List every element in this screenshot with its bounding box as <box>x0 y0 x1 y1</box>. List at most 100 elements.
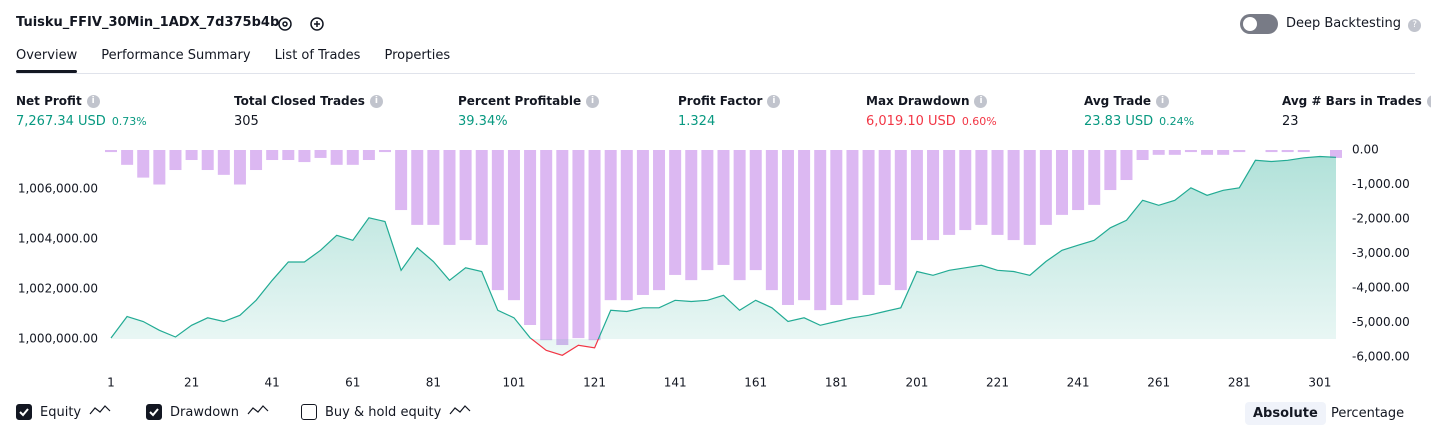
metric-value-row: 23.83 USD 0.24% <box>1084 114 1194 129</box>
legend-glyph <box>247 405 269 415</box>
equity-line <box>110 155 1337 339</box>
drawdown-bar <box>443 150 456 245</box>
drawdown-bar <box>540 150 553 341</box>
metric-label: Avg Trade <box>1084 94 1152 108</box>
drawdown-bar <box>362 150 375 161</box>
drawdown-bar <box>1088 150 1101 205</box>
legend-label: Equity <box>40 404 82 420</box>
metric: Avg # Bars in Trades i 23 <box>1282 94 1431 129</box>
drawdown-bar <box>411 150 424 225</box>
metric-label: Percent Profitable <box>458 94 582 108</box>
drawdown-bar <box>459 150 472 241</box>
check <box>149 408 159 417</box>
drawdown-bar <box>395 150 408 211</box>
metric-value: 1.324 <box>678 114 716 129</box>
metric-value-row: 1.324 <box>678 114 780 129</box>
drawdown-bar <box>910 150 923 241</box>
checkbox[interactable] <box>16 404 32 420</box>
checkbox[interactable] <box>146 404 162 420</box>
drawdown-bar <box>846 150 859 301</box>
metric-pct: 0.73% <box>111 115 147 128</box>
drawdown-bar <box>1072 150 1085 211</box>
x-tick-label: 141 <box>664 376 687 390</box>
x-tick-label: 161 <box>744 376 767 390</box>
drawdown-bar <box>1120 150 1133 181</box>
legend-glyph <box>449 405 471 415</box>
metric-label-row: Profit Factor i <box>678 94 781 108</box>
mode-button[interactable]: Absolute <box>1245 402 1326 425</box>
metric-label: Net Profit <box>16 94 82 108</box>
drawdown-bar <box>701 150 714 271</box>
drawdown-bar <box>153 150 166 185</box>
tab[interactable]: Properties <box>384 48 451 63</box>
checkbox[interactable] <box>301 404 317 420</box>
legend-item[interactable]: Equity <box>16 403 111 421</box>
metric: Max Drawdown i 6,019.10 USD 0.60% <box>866 94 997 129</box>
info-icon[interactable]: i <box>974 94 988 108</box>
metric-label-row: Avg # Bars in Trades i <box>1282 94 1431 108</box>
legend-icon <box>247 403 269 421</box>
metric: Profit Factor i 1.324 <box>678 94 781 129</box>
x-tick-label: 241 <box>1067 376 1090 390</box>
info-icon[interactable]: i <box>86 94 100 108</box>
info-icon[interactable]: i <box>586 94 600 108</box>
legend-item[interactable]: Buy & hold equity <box>301 403 471 421</box>
drawdown-bar <box>1055 150 1068 215</box>
drawdown-bar <box>475 150 488 245</box>
metric-label-row: Max Drawdown i <box>866 94 997 108</box>
info-icon[interactable]: i <box>767 94 781 108</box>
y2-tick-label: 0.00 <box>1352 143 1379 157</box>
y2-tick-label: -5,000.00 <box>1352 315 1410 329</box>
drawdown-bar <box>765 150 778 291</box>
y-tick-label: 1,002,000.00 <box>18 282 98 296</box>
info-icon[interactable]: i <box>1156 94 1170 108</box>
drawdown-bar <box>121 150 134 165</box>
drawdown-bar <box>1023 150 1036 245</box>
metric: Percent Profitable i 39.34% <box>458 94 600 129</box>
drawdown-bar <box>1007 150 1020 241</box>
drawdown-bar <box>798 150 811 301</box>
tab[interactable]: Overview <box>16 48 78 73</box>
drawdown-bar <box>1136 150 1149 161</box>
legend-item[interactable]: Drawdown <box>146 403 269 421</box>
metric-value: 7,267.34 USD <box>16 114 106 129</box>
metric: Net Profit i 7,267.34 USD 0.73% <box>16 94 147 129</box>
drawdown-bar <box>733 150 746 281</box>
y-tick-label: 1,004,000.00 <box>18 232 98 246</box>
drawdown-bar <box>201 150 214 171</box>
metric-value: 23 <box>1282 114 1299 129</box>
tab[interactable]: Performance Summary <box>101 48 251 63</box>
metric-label: Profit Factor <box>678 94 763 108</box>
drawdown-bar <box>217 150 230 175</box>
drawdown-bar <box>346 150 359 165</box>
help-icon[interactable]: ? <box>1408 18 1422 32</box>
header-icons[interactable] <box>276 15 324 33</box>
metric-value-row: 6,019.10 USD 0.60% <box>866 114 997 129</box>
y2-tick-label: -6,000.00 <box>1352 350 1410 364</box>
y2-tick-label: -1,000.00 <box>1352 177 1410 191</box>
drawdown-bar <box>894 150 907 291</box>
drawdown-bar <box>1217 150 1230 155</box>
y2-tick-label: -4,000.00 <box>1352 281 1410 295</box>
metric-label-row: Net Profit i <box>16 94 147 108</box>
metric-value-row: 23 <box>1282 114 1431 129</box>
mode-button[interactable]: Percentage <box>1331 406 1405 421</box>
x-tick-label: 221 <box>986 376 1009 390</box>
drawdown-bar <box>1168 150 1181 155</box>
drawdown-bar <box>427 150 440 225</box>
drawdown-bar <box>1184 150 1197 153</box>
drawdown-bar <box>685 150 698 281</box>
toggle-text: Deep Backtesting <box>1286 16 1402 31</box>
x-tick-label: 121 <box>583 376 606 390</box>
drawdown-bar <box>1265 150 1278 153</box>
info-icon[interactable]: i <box>1426 94 1431 108</box>
drawdown-bar <box>878 150 891 285</box>
tab[interactable]: List of Trades <box>274 48 361 63</box>
metric-value-row: 7,267.34 USD 0.73% <box>16 114 147 129</box>
drawdown-bar <box>943 150 956 235</box>
info-icon[interactable]: i <box>369 94 383 108</box>
drawdown-bar <box>266 150 279 161</box>
tab-divider <box>16 73 1415 74</box>
deep-backtesting-toggle[interactable] <box>1240 14 1278 34</box>
